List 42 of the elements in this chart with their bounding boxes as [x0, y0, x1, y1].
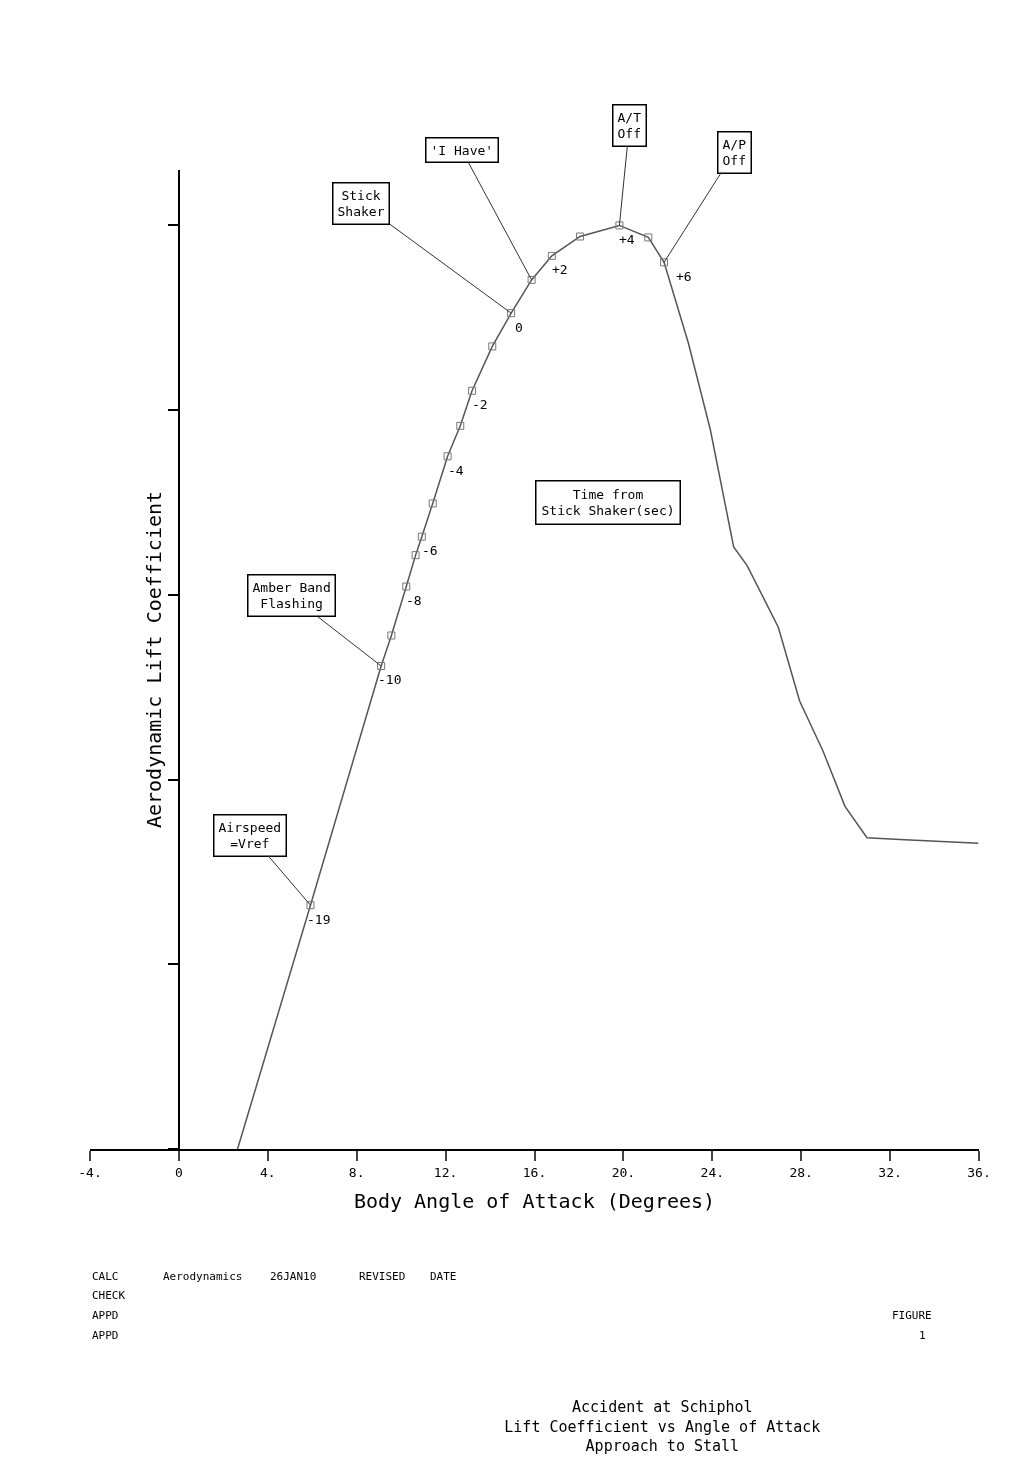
text: CHECK [92, 1289, 126, 1302]
x-tick-label: 32. [878, 1164, 902, 1180]
x-axis-title: Body Angle of Attack (Degrees) [353, 1188, 716, 1213]
text: APPD [92, 1329, 119, 1342]
x-tick-label: 24. [700, 1164, 725, 1180]
annotation: 0 [515, 320, 523, 335]
x-tick-label: 20. [611, 1164, 636, 1180]
y-axis-title: Aerodynamic Lift Coefficient [141, 490, 166, 829]
text: Lift Coefficient vs Angle of Attack Approach to Stall [504, 1417, 821, 1456]
x-tick-label: 4. [259, 1164, 276, 1180]
annotation: Time from Stick Shaker(sec) [541, 486, 675, 519]
annotation: 'I Have' [430, 142, 494, 158]
text: Accident at Schiphol [572, 1398, 753, 1417]
text: CALC [92, 1270, 119, 1283]
annotation: -10 [378, 672, 402, 687]
text: APPD [92, 1309, 119, 1322]
annotation: -2 [472, 397, 488, 412]
text: FIGURE [892, 1309, 932, 1322]
annotation: +6 [676, 269, 692, 284]
x-tick-label: -4. [78, 1164, 102, 1180]
x-tick-label: 8. [348, 1164, 365, 1180]
annotation: Amber Band Flashing [252, 579, 331, 612]
text: 1 [919, 1329, 926, 1342]
annotation: +4 [619, 232, 635, 247]
x-tick-label: 36. [967, 1164, 991, 1180]
annotation: A/P Off [722, 136, 747, 169]
text: REVISED [359, 1270, 406, 1283]
annotation: A/T Off [617, 109, 642, 142]
annotation: -6 [422, 543, 438, 558]
annotation: -19 [307, 912, 331, 927]
annotation: +2 [552, 262, 568, 277]
annotation: -4 [448, 463, 464, 478]
x-tick-label: 0 [174, 1164, 183, 1180]
x-tick-label: 28. [789, 1164, 813, 1180]
x-tick-label: 16. [522, 1164, 547, 1180]
annotation: -8 [406, 593, 422, 608]
x-tick-label: 12. [433, 1164, 458, 1180]
text: 26JAN10 [270, 1270, 317, 1283]
annotation: Airspeed =Vref [218, 819, 282, 852]
annotation: Stick Shaker [337, 187, 385, 220]
text: Aerodynamics [163, 1270, 243, 1283]
text: DATE [430, 1270, 457, 1283]
